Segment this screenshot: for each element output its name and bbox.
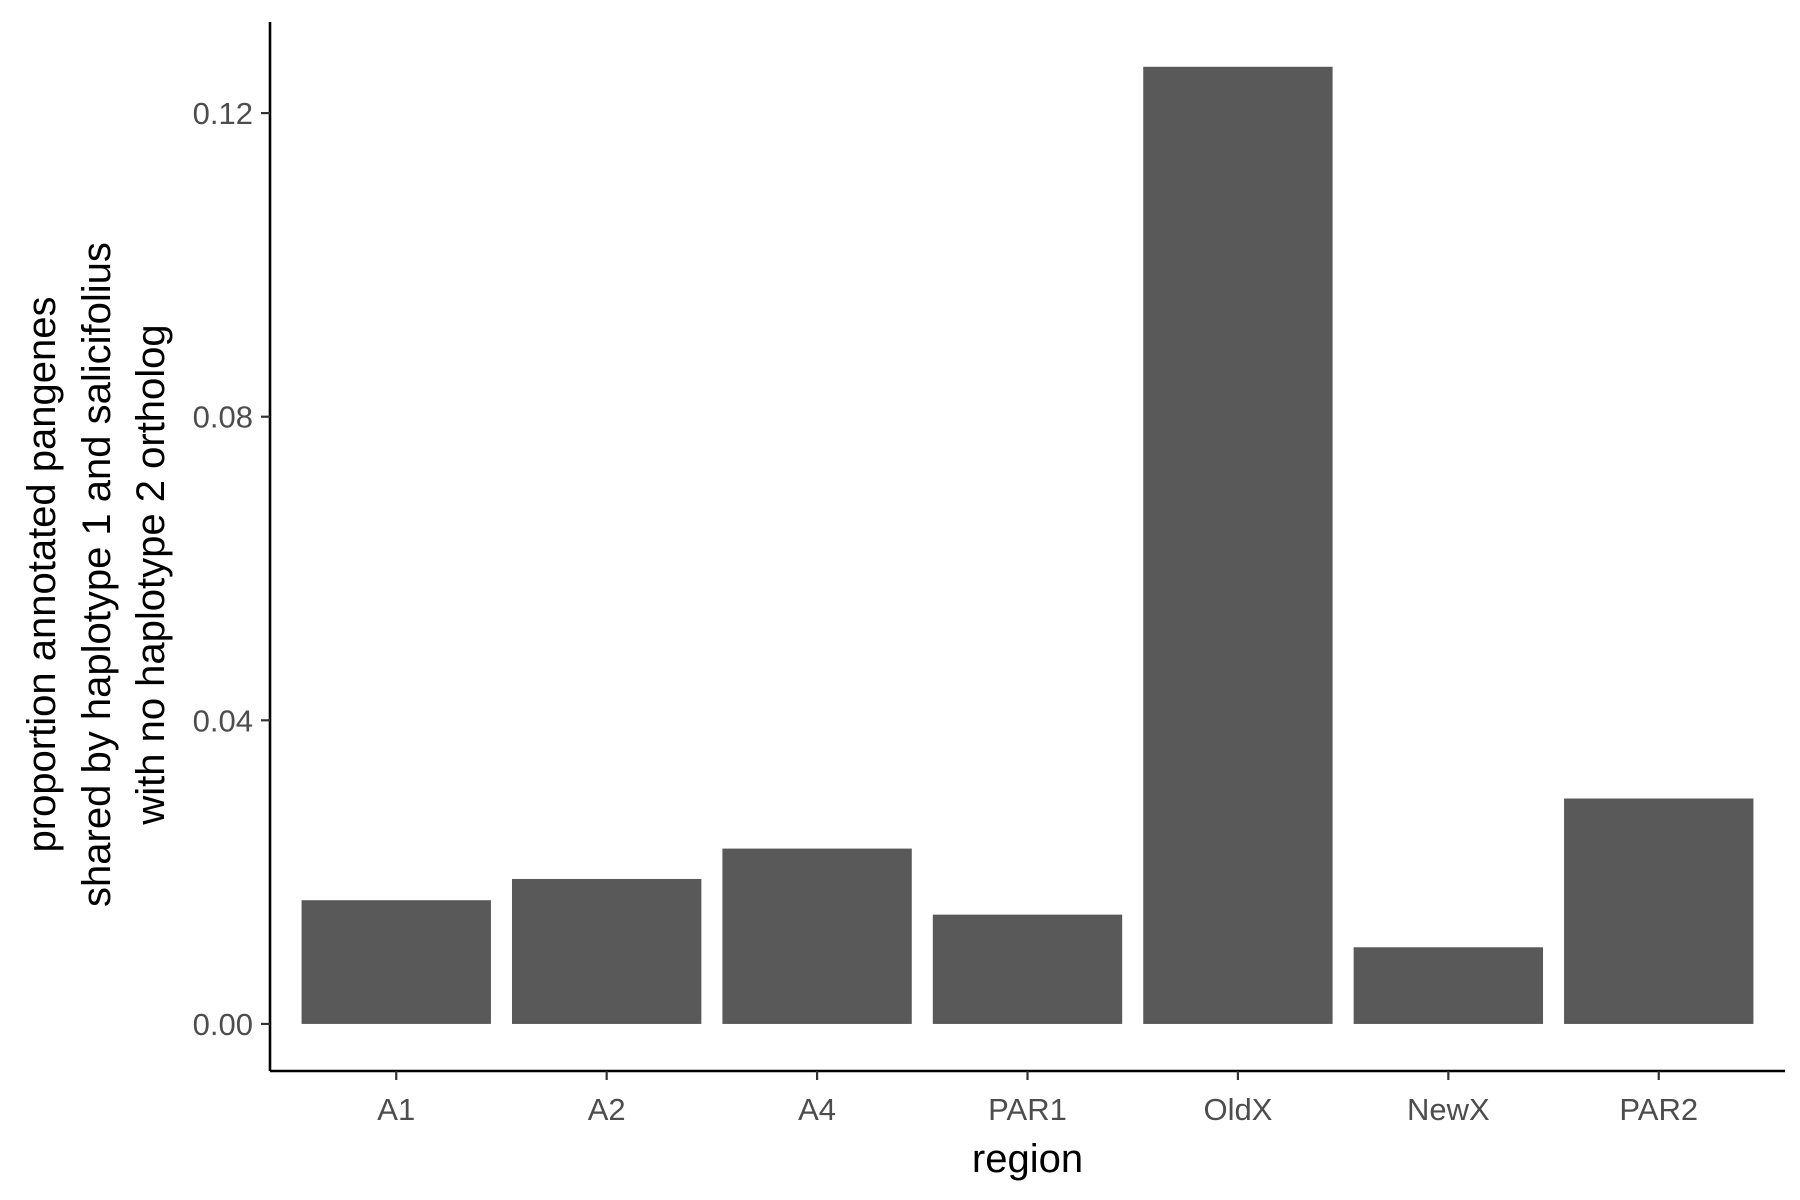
x-tick-label: A1 — [377, 1092, 415, 1127]
x-tick-label: PAR2 — [1619, 1092, 1698, 1127]
y-tick-label: 0.04 — [193, 703, 253, 738]
y-axis-title-line-1: proportion annotated pangenes — [20, 296, 64, 852]
x-tick-label: A4 — [798, 1092, 836, 1127]
bar-a4 — [722, 848, 912, 1024]
bars-group — [301, 66, 1754, 1024]
y-axis: 0.00 0.04 0.08 0.12 — [193, 22, 272, 1071]
x-tick-label: OldX — [1203, 1092, 1272, 1127]
y-tick-label: 0.08 — [193, 400, 253, 435]
bar-a1 — [301, 900, 491, 1024]
x-axis-title: region — [972, 1137, 1083, 1181]
bar-a2 — [511, 878, 702, 1024]
x-axis: A1 A2 A4 PAR1 OldX NewX PAR2 — [270, 1069, 1785, 1127]
y-axis-title-line-2: shared by haplotype 1 and salicifolius — [75, 242, 119, 907]
x-tick-label: PAR1 — [988, 1092, 1067, 1127]
y-tick-label: 0.00 — [193, 1007, 253, 1042]
y-axis-title-line-3: with no haplotype 2 ortholog — [129, 324, 173, 825]
x-tick-label: A2 — [588, 1092, 626, 1127]
bar-newx — [1353, 947, 1544, 1024]
bar-par1 — [932, 914, 1123, 1024]
y-tick-label: 0.12 — [193, 96, 253, 131]
bar-oldx — [1143, 66, 1333, 1024]
bar-par2 — [1564, 798, 1754, 1024]
y-axis-title: proportion annotated pangenes shared by … — [20, 242, 173, 907]
x-tick-label: NewX — [1407, 1092, 1490, 1127]
